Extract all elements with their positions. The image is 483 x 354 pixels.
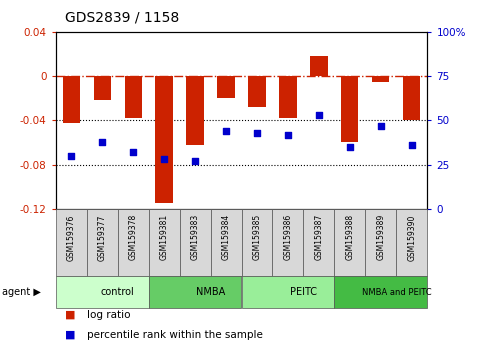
Bar <box>242 209 272 276</box>
Text: GSM159390: GSM159390 <box>408 214 416 261</box>
Point <box>160 156 168 162</box>
Point <box>315 112 323 118</box>
Text: PEITC: PEITC <box>290 287 317 297</box>
Bar <box>117 209 149 276</box>
Text: GSM159383: GSM159383 <box>190 214 199 261</box>
Bar <box>372 76 389 82</box>
Point <box>98 139 106 144</box>
Bar <box>341 76 358 143</box>
Bar <box>180 209 211 276</box>
Bar <box>311 56 327 76</box>
Text: GSM159377: GSM159377 <box>98 214 107 261</box>
Bar <box>86 209 117 276</box>
Text: GSM159387: GSM159387 <box>314 214 324 261</box>
Point <box>284 132 292 137</box>
Text: NMBA: NMBA <box>196 287 225 297</box>
Point <box>191 158 199 164</box>
Text: GSM159381: GSM159381 <box>159 214 169 260</box>
Point <box>408 142 416 148</box>
Bar <box>94 76 111 101</box>
Text: GSM159389: GSM159389 <box>376 214 385 261</box>
Text: ■: ■ <box>65 310 76 320</box>
Text: NMBA and PEITC: NMBA and PEITC <box>362 287 431 297</box>
Bar <box>334 209 366 276</box>
Text: GDS2839 / 1158: GDS2839 / 1158 <box>65 11 180 25</box>
Bar <box>62 76 80 122</box>
Point <box>129 149 137 155</box>
Bar <box>156 76 172 203</box>
Bar <box>211 209 242 276</box>
Bar <box>125 76 142 118</box>
Bar <box>397 209 427 276</box>
Text: GSM159378: GSM159378 <box>128 214 138 261</box>
Point <box>222 128 230 134</box>
Text: GSM159376: GSM159376 <box>67 214 75 261</box>
Bar <box>56 276 149 308</box>
Bar <box>149 209 180 276</box>
Point <box>377 123 385 129</box>
Text: percentile rank within the sample: percentile rank within the sample <box>87 330 263 339</box>
Bar <box>242 276 334 308</box>
Text: log ratio: log ratio <box>87 310 130 320</box>
Bar <box>248 76 266 107</box>
Text: agent ▶: agent ▶ <box>2 287 41 297</box>
Bar <box>56 209 86 276</box>
Bar <box>403 76 421 120</box>
Bar <box>186 76 203 145</box>
Bar <box>217 76 235 98</box>
Bar <box>303 209 334 276</box>
Text: GSM159384: GSM159384 <box>222 214 230 261</box>
Text: GSM159386: GSM159386 <box>284 214 293 261</box>
Point <box>67 153 75 159</box>
Bar <box>280 76 297 118</box>
Point <box>253 130 261 136</box>
Bar <box>366 209 397 276</box>
Text: ■: ■ <box>65 330 76 339</box>
Text: control: control <box>100 287 134 297</box>
Bar <box>334 276 427 308</box>
Text: GSM159385: GSM159385 <box>253 214 261 261</box>
Text: GSM159388: GSM159388 <box>345 214 355 260</box>
Point <box>346 144 354 150</box>
Bar <box>149 276 242 308</box>
Bar <box>272 209 303 276</box>
